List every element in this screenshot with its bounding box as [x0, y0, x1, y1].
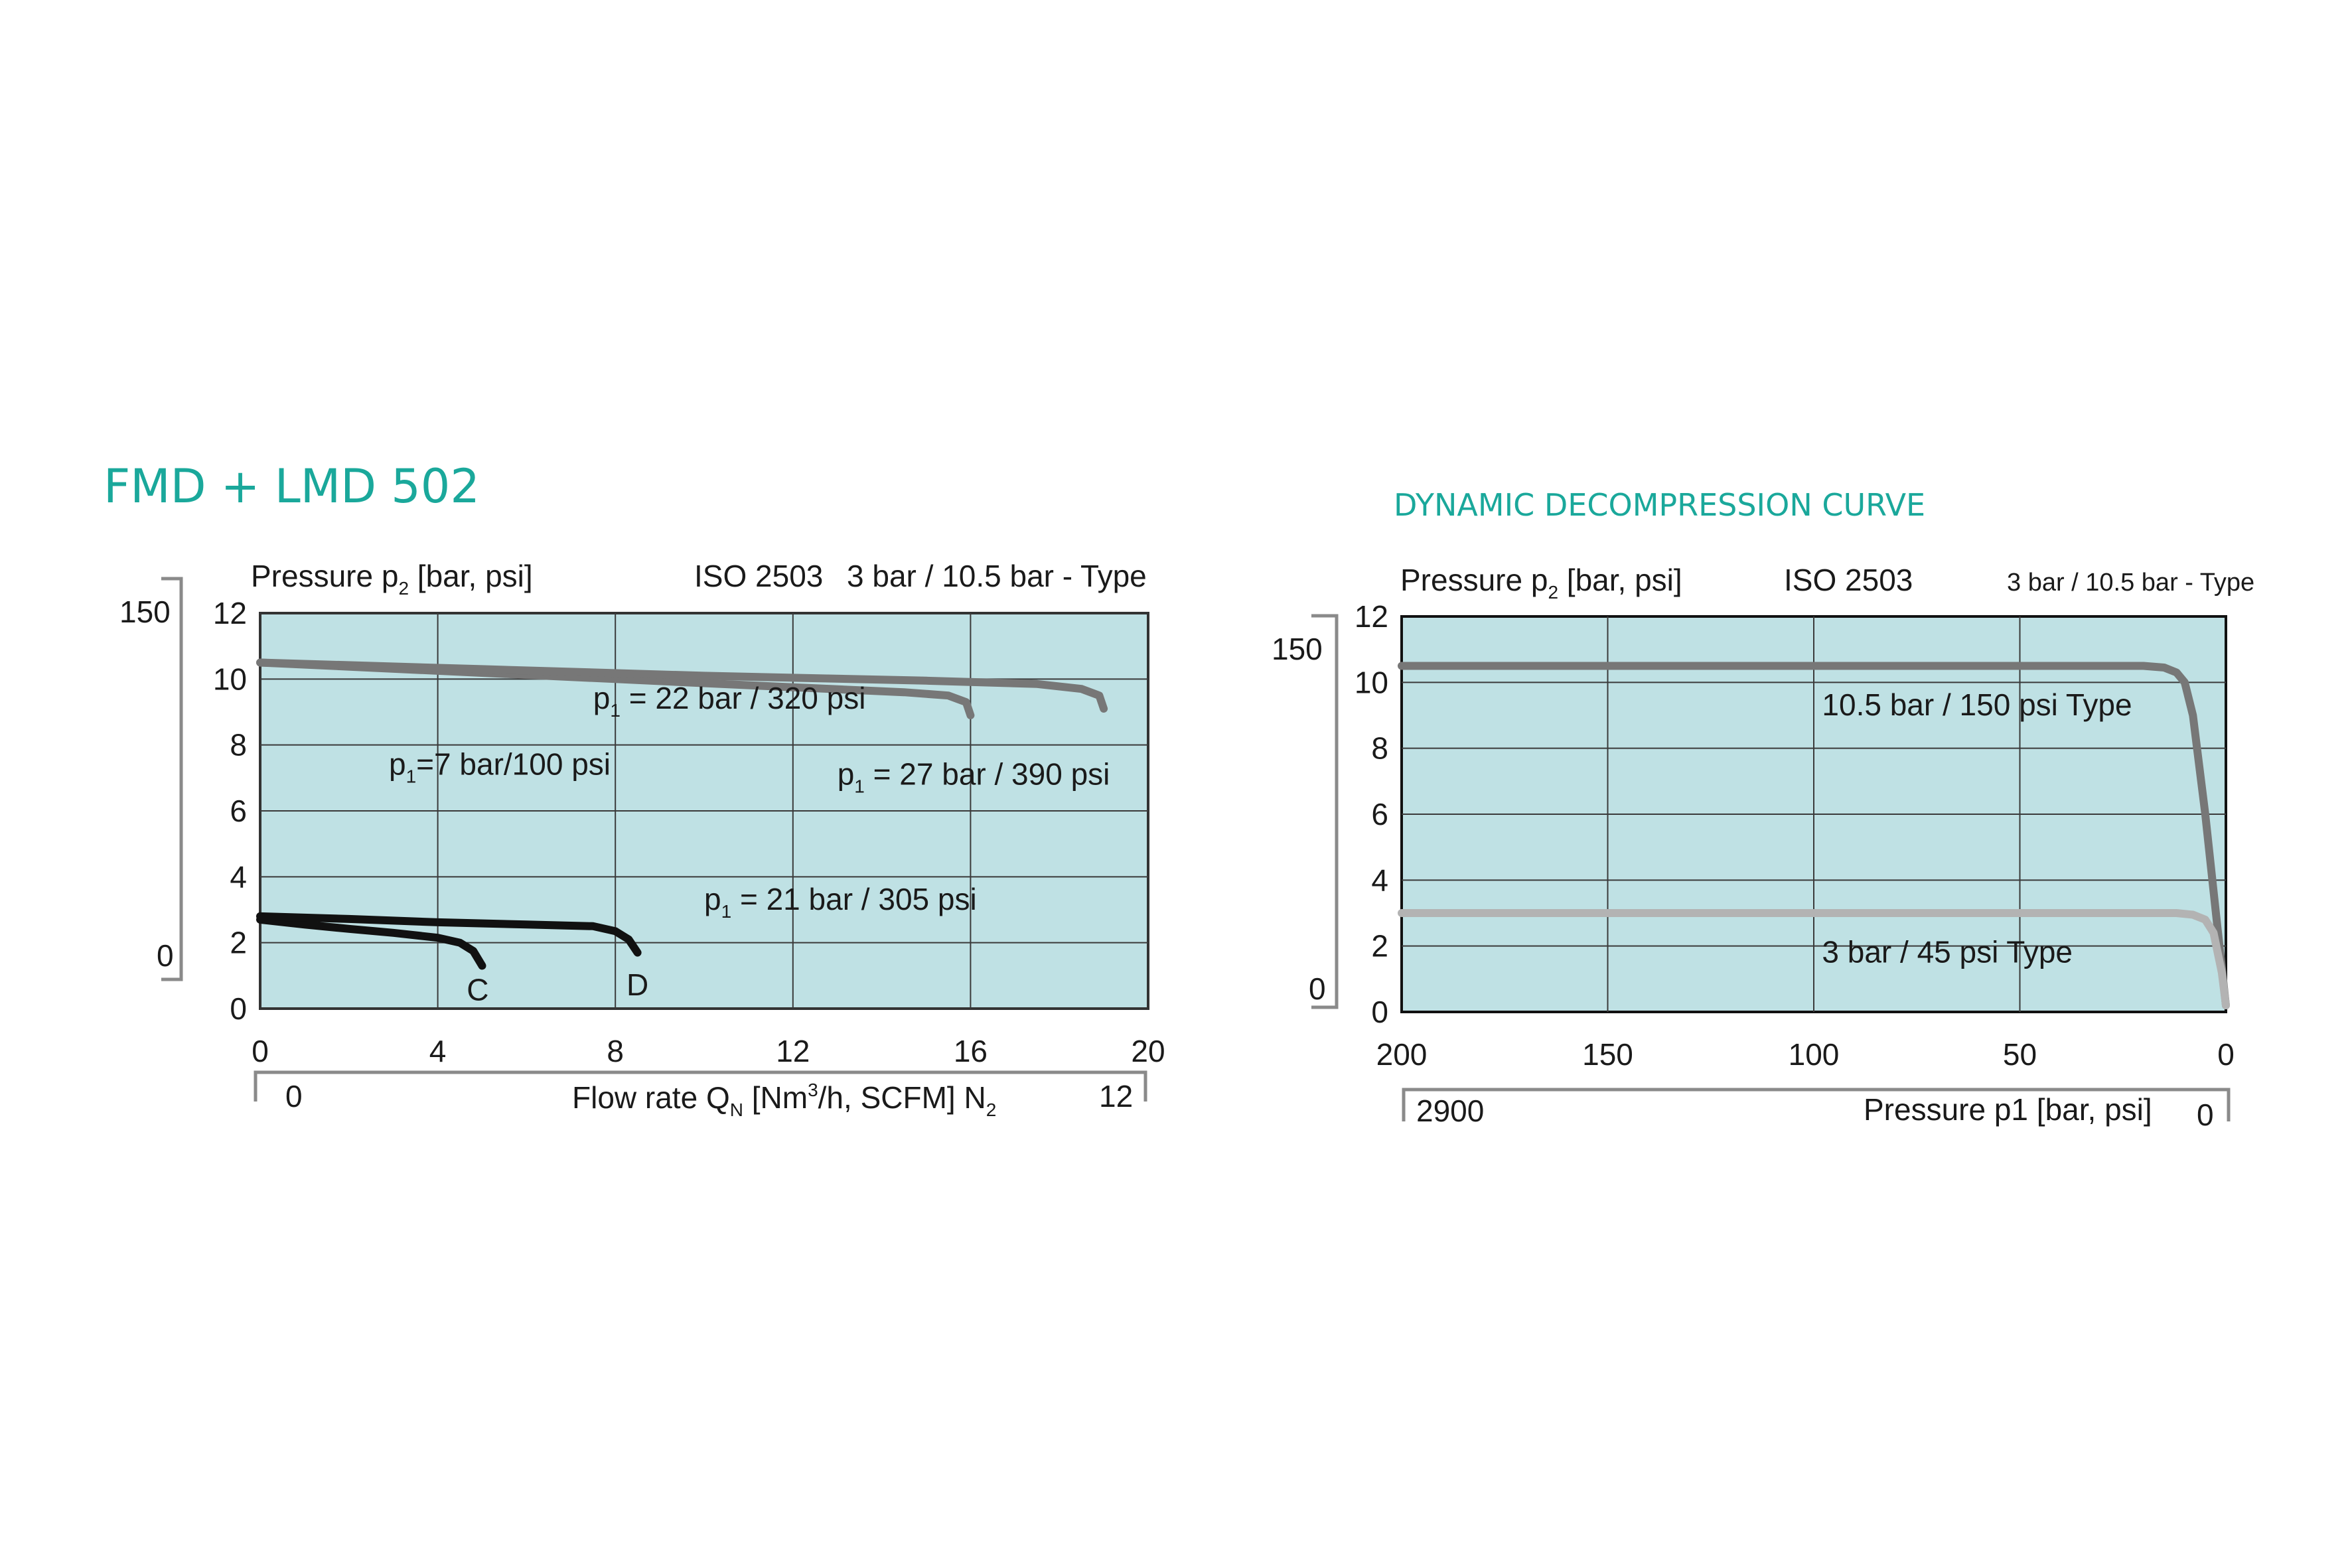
- y-tick-label: 10: [213, 662, 247, 696]
- y-tick-label: 6: [1371, 797, 1388, 831]
- right-chart: DYNAMIC DECOMPRESSION CURVE Pressure p2 …: [1272, 487, 2254, 1132]
- left-x-ticks: 0 4 8 12 16 20: [252, 1034, 1165, 1068]
- x-tick-label: 50: [2003, 1037, 2037, 1072]
- y-tick-label: 0: [1371, 995, 1388, 1029]
- left-type-label: 3 bar / 10.5 bar - Type: [847, 559, 1147, 593]
- x-tick-label: 100: [1789, 1037, 1840, 1072]
- left-series: [256, 658, 1108, 970]
- annotation-label: p1 = 27 bar / 390 psi: [838, 756, 1110, 796]
- left-chart: FMD + LMD 502 Pressure p2 [bar, psi] ISO…: [104, 459, 1165, 1120]
- y-tick-label: 4: [230, 859, 247, 894]
- annotation-label: 10.5 bar / 150 psi Type: [1822, 687, 2132, 722]
- left-y-ticks: 0 2 4 6 8 10 12: [213, 596, 247, 1026]
- series-line-2: [1398, 909, 2230, 1010]
- left-chart-title: FMD + LMD 502: [104, 459, 480, 514]
- right-chart-title: DYNAMIC DECOMPRESSION CURVE: [1394, 487, 1925, 523]
- right-psi-x-right: 0: [2197, 1098, 2214, 1132]
- right-annotations: 10.5 bar / 150 psi Type 3 bar / 45 psi Ty…: [1822, 687, 2132, 969]
- y-tick-label: 12: [1355, 599, 1388, 634]
- right-y-ticks: 0 2 4 6 8 10 12: [1355, 599, 1388, 1029]
- x-tick-label: 0: [252, 1034, 269, 1068]
- y-tick-label: 6: [230, 794, 247, 828]
- x-tick-label: 150: [1582, 1037, 1633, 1072]
- right-psi-bracket: [1311, 614, 1339, 1009]
- right-type-label: 3 bar / 10.5 bar - Type: [2007, 569, 2254, 597]
- series-line-1: [1398, 662, 2230, 1010]
- right-grid: [1402, 616, 2226, 1012]
- right-ylabel: Pressure p2 [bar, psi]: [1400, 563, 1682, 603]
- annotation-label: p1 = 22 bar / 320 psi: [593, 681, 866, 721]
- series-line-2: [256, 912, 642, 957]
- left-standard-label: ISO 2503: [694, 559, 823, 593]
- y-tick-label: 0: [230, 991, 247, 1026]
- y-tick-label: 2: [230, 926, 247, 960]
- left-scfm-right: 12: [1099, 1079, 1133, 1113]
- y-tick-label: 8: [1371, 731, 1388, 766]
- right-xlabel: Pressure p1 [bar, psi]: [1864, 1092, 2152, 1127]
- annotation-label: p1=7 bar/100 psi: [389, 747, 611, 786]
- left-ylabel: Pressure p2 [bar, psi]: [251, 559, 533, 599]
- annotation-label: p1 = 21 bar / 305 psi: [704, 882, 977, 922]
- y-tick-label: 12: [213, 596, 247, 630]
- x-tick-label: 20: [1131, 1034, 1165, 1068]
- right-x-ticks: 200 150 100 50 0: [1376, 1037, 2235, 1072]
- right-psi-x-bracket: [1402, 1088, 2231, 1121]
- x-tick-label: 16: [954, 1034, 988, 1068]
- right-psi-top: 150: [1272, 632, 1323, 666]
- left-psi-bracket: [161, 577, 183, 981]
- annotation-label: 3 bar / 45 psi Type: [1822, 935, 2073, 969]
- left-scfm-left: 0: [285, 1079, 303, 1113]
- curve-label: C: [467, 973, 488, 1007]
- left-annotations: p1 = 22 bar / 320 psi p1=7 bar/100 psi p1 …: [389, 681, 1110, 1007]
- left-scfm-bracket: [254, 1070, 1147, 1102]
- x-tick-label: 4: [429, 1034, 447, 1068]
- y-tick-label: 8: [230, 728, 247, 762]
- right-standard-label: ISO 2503: [1784, 563, 1913, 597]
- right-psi-bottom: 0: [1309, 971, 1326, 1006]
- right-series: [1398, 662, 2230, 1010]
- x-tick-label: 12: [776, 1034, 810, 1068]
- left-xlabel: Flow rate QN [Nm3/h, SCFM] N2: [572, 1080, 996, 1120]
- curve-label: D: [626, 967, 648, 1002]
- x-tick-label: 8: [607, 1034, 624, 1068]
- x-tick-label: 200: [1376, 1037, 1428, 1072]
- left-psi-top: 150: [119, 595, 171, 629]
- y-tick-label: 2: [1371, 929, 1388, 963]
- right-psi-x-left: 2900: [1416, 1094, 1484, 1128]
- x-tick-label: 0: [2217, 1037, 2235, 1072]
- series-line-4: [256, 658, 1108, 713]
- series-line-1: [256, 915, 486, 970]
- y-tick-label: 10: [1355, 665, 1388, 699]
- left-psi-bottom: 0: [157, 938, 174, 973]
- y-tick-label: 4: [1371, 863, 1388, 897]
